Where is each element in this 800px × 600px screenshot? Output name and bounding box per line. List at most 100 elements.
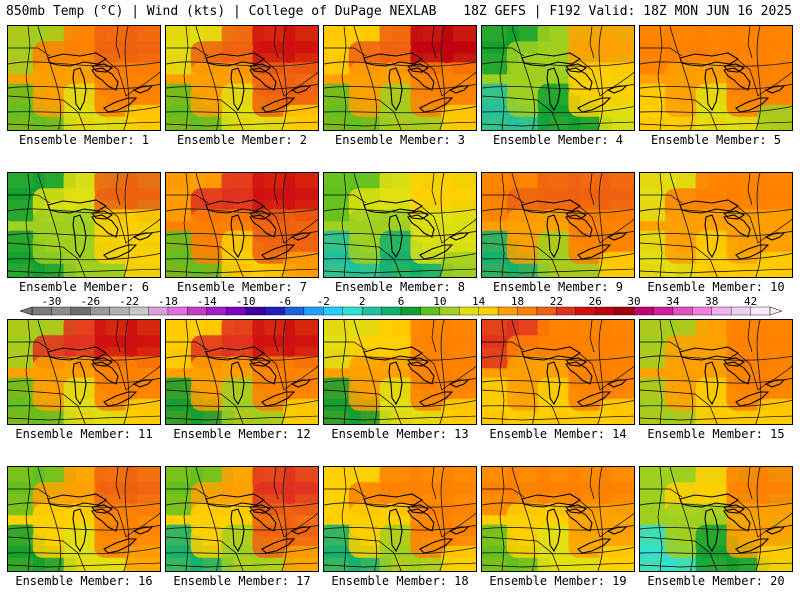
- isotherm-contour: [640, 61, 792, 67]
- isotherm-contour: [281, 467, 288, 571]
- political-border: [657, 467, 663, 571]
- colorbar-tick-label: 10: [433, 296, 446, 308]
- great-lakes-outline: [735, 244, 770, 260]
- colorbar-swatch: [284, 306, 305, 316]
- great-lakes-outline: [388, 67, 403, 112]
- great-lakes-outline: [722, 63, 746, 73]
- ensemble-map-panel: [165, 319, 319, 425]
- great-lakes-outline: [546, 508, 561, 553]
- great-lakes-outline: [679, 346, 740, 361]
- ensemble-member-label: Ensemble Member: 15: [647, 427, 785, 441]
- colorbar-tick-label: 22: [550, 296, 563, 308]
- great-lakes-outline: [249, 67, 277, 91]
- great-lakes-outline: [764, 232, 786, 241]
- great-lakes-outline: [577, 538, 612, 554]
- great-lakes-outline: [606, 232, 628, 241]
- political-border: [499, 26, 505, 130]
- chart-title: 850mb Temp (°C) | Wind (kts) | College o…: [6, 4, 437, 19]
- ensemble-member-label: Ensemble Member: 16: [15, 574, 153, 588]
- great-lakes-outline: [388, 361, 403, 406]
- ensemble-map-panel: [7, 319, 161, 425]
- great-lakes-outline: [72, 508, 87, 553]
- colorbar-swatch: [128, 306, 150, 316]
- isotherm-contour: [640, 546, 792, 555]
- great-lakes-outline: [230, 214, 245, 259]
- isotherm-contour: [8, 546, 160, 555]
- great-lakes-outline: [91, 361, 119, 385]
- isotherm-contour: [324, 105, 476, 114]
- great-lakes-outline: [363, 493, 424, 508]
- political-border: [640, 536, 718, 571]
- ensemble-member-label: Ensemble Member: 3: [334, 133, 466, 147]
- colorbar-swatch: [148, 306, 169, 316]
- ensemble-member-label: Ensemble Member: 4: [492, 133, 624, 147]
- political-border: [183, 26, 189, 130]
- great-lakes-outline: [564, 210, 588, 220]
- isotherm-contour: [640, 105, 792, 114]
- great-lakes-outline: [205, 199, 266, 214]
- isotherm-contour: [8, 502, 160, 508]
- great-lakes-outline: [735, 391, 770, 407]
- colorbar-tick-label: 38: [705, 296, 718, 308]
- great-lakes-outline: [407, 508, 435, 532]
- political-border: [482, 536, 560, 571]
- isotherm-contour: [482, 105, 634, 114]
- great-lakes-outline: [565, 214, 593, 238]
- political-border: [431, 320, 437, 353]
- great-lakes-outline: [448, 526, 470, 535]
- political-border: [324, 488, 476, 538]
- colorbar-swatch: [342, 306, 363, 316]
- great-lakes-outline: [261, 97, 296, 113]
- great-lakes-outline: [249, 508, 277, 532]
- ensemble-map-panel: [7, 466, 161, 572]
- ensemble-map-panel: [639, 172, 793, 278]
- political-border: [499, 173, 505, 277]
- temp-field-cell: [757, 398, 792, 424]
- great-lakes-outline: [448, 379, 470, 388]
- political-border: [166, 121, 318, 127]
- ensemble-member-label: Ensemble Member: 18: [331, 574, 469, 588]
- isotherm-contour: [166, 252, 318, 261]
- colorbar-swatch: [595, 306, 616, 316]
- political-border: [8, 562, 160, 568]
- colorbar-tick-label: -6: [278, 296, 291, 308]
- ensemble-map-panel: [165, 25, 319, 131]
- ensemble-map-panel: [481, 319, 635, 425]
- colorbar-swatch: [51, 306, 72, 316]
- political-border: [640, 194, 792, 244]
- great-lakes-outline: [564, 504, 588, 514]
- colorbar-swatch: [381, 306, 402, 316]
- great-lakes-outline: [248, 357, 272, 367]
- great-lakes-outline: [205, 52, 266, 67]
- isotherm-contour: [511, 320, 536, 424]
- isotherm-contour: [669, 173, 694, 277]
- political-border: [657, 173, 663, 277]
- great-lakes-outline: [91, 508, 119, 532]
- ensemble-map-panel: [7, 172, 161, 278]
- great-lakes-outline: [205, 493, 266, 508]
- great-lakes-outline: [90, 357, 114, 367]
- great-lakes-outline: [230, 361, 245, 406]
- great-lakes-outline: [132, 232, 154, 241]
- great-lakes-outline: [565, 67, 593, 91]
- isotherm-contour: [166, 355, 318, 361]
- political-border: [324, 95, 402, 130]
- isotherm-contour: [195, 320, 220, 424]
- isotherm-contour: [640, 399, 792, 408]
- great-lakes-outline: [419, 97, 454, 113]
- great-lakes-outline: [230, 67, 245, 112]
- isotherm-contour: [281, 26, 288, 130]
- great-lakes-outline: [103, 244, 138, 260]
- ensemble-member-label: Ensemble Member: 10: [647, 280, 785, 294]
- great-lakes-outline: [565, 508, 593, 532]
- colorbar-swatch: [245, 306, 266, 316]
- great-lakes-outline: [704, 508, 719, 553]
- political-border: [640, 121, 792, 127]
- isotherm-contour: [482, 61, 634, 67]
- ensemble-map-panel: [323, 319, 477, 425]
- political-border: [324, 415, 476, 421]
- political-border: [273, 320, 279, 353]
- great-lakes-outline: [388, 214, 403, 259]
- great-lakes-outline: [363, 52, 424, 67]
- ensemble-map-panel: [639, 319, 793, 425]
